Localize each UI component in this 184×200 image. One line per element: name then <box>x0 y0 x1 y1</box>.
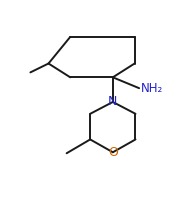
Text: NH₂: NH₂ <box>141 82 163 95</box>
Text: N: N <box>108 95 118 108</box>
Text: O: O <box>108 146 118 159</box>
